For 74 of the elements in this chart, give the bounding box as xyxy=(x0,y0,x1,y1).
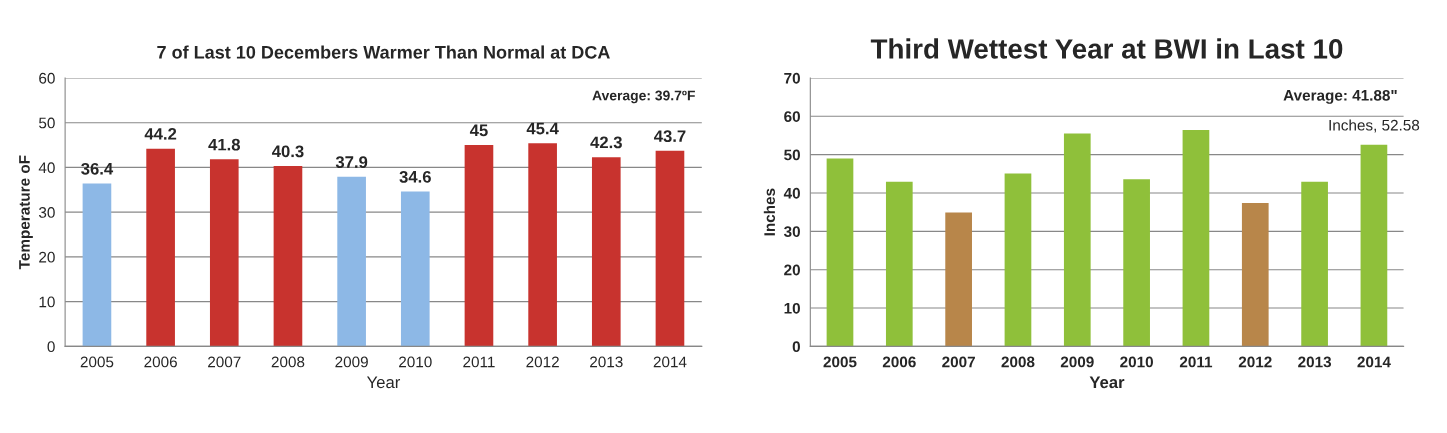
bar xyxy=(885,181,913,347)
x-tick-label: 2006 xyxy=(882,356,916,368)
x-tick-label: 2010 xyxy=(399,356,432,368)
chart-title: 7 of Last 10 Decembers Warmer Than Normal at DCA xyxy=(157,45,610,59)
data-label: Inches, 52.58 xyxy=(1329,119,1420,133)
bar xyxy=(337,176,366,347)
bar xyxy=(1063,133,1091,347)
y-tick-label: 30 xyxy=(783,226,800,238)
x-tick-label: 2012 xyxy=(1238,356,1272,368)
data-label: 34.6 xyxy=(399,170,431,183)
bar xyxy=(82,183,112,347)
y-tick-label: 50 xyxy=(39,117,55,129)
y-tick-label: 70 xyxy=(784,72,800,84)
y-tick-label: 20 xyxy=(784,264,800,276)
y-axis-title: Inches xyxy=(763,188,776,236)
x-tick-label: 2008 xyxy=(271,356,305,368)
x-tick-label: 2013 xyxy=(1298,356,1332,368)
x-tick-label: 2006 xyxy=(144,356,177,368)
y-axis-title: Temperature oF xyxy=(19,155,33,270)
x-tick-label: 2013 xyxy=(590,356,623,368)
data-label: 44.2 xyxy=(144,127,177,140)
data-label: 45 xyxy=(469,124,488,137)
data-label: 45.4 xyxy=(526,122,559,135)
bar xyxy=(1360,144,1388,347)
data-label: 36.4 xyxy=(81,162,114,175)
bar xyxy=(1123,179,1150,347)
bar xyxy=(655,150,685,347)
x-tick-label: 2007 xyxy=(942,356,975,368)
x-tick-label: 2011 xyxy=(463,356,495,368)
x-tick-label: 2008 xyxy=(1001,356,1035,368)
y-tick-label: 60 xyxy=(39,72,55,84)
bar xyxy=(945,212,972,347)
x-axis-title: Year xyxy=(366,376,401,389)
bar xyxy=(1301,181,1328,347)
x-tick-label: 2011 xyxy=(1179,356,1213,368)
y-tick-label: 0 xyxy=(47,341,55,353)
y-tick-label: 10 xyxy=(39,296,55,308)
data-label: 41.8 xyxy=(208,138,240,151)
data-label: 40.3 xyxy=(271,145,304,158)
y-tick-label: 20 xyxy=(39,251,55,263)
bar xyxy=(146,148,175,347)
y-tick-label: 50 xyxy=(784,149,800,161)
annotation: Average: 41.88" xyxy=(1283,89,1397,104)
x-axis-title: Year xyxy=(1089,376,1125,389)
bar xyxy=(1004,173,1032,347)
y-tick-label: 60 xyxy=(784,111,800,122)
y-tick-label: 40 xyxy=(783,187,800,199)
x-tick-label: 2005 xyxy=(80,356,114,368)
x-tick-label: 2005 xyxy=(823,356,857,368)
bar xyxy=(209,159,239,347)
data-label: 42.3 xyxy=(590,136,622,149)
bar xyxy=(273,166,303,347)
x-tick-label: 2007 xyxy=(208,356,241,368)
y-tick-label: 40 xyxy=(38,162,55,174)
bar xyxy=(1182,130,1210,347)
x-tick-label: 2012 xyxy=(526,356,559,368)
data-label: 43.7 xyxy=(654,130,686,143)
x-tick-label: 2014 xyxy=(653,356,687,368)
bar xyxy=(464,145,494,347)
x-tick-label: 2009 xyxy=(1060,356,1094,368)
data-label: 37.9 xyxy=(335,156,368,168)
bar xyxy=(528,143,557,347)
x-tick-label: 2014 xyxy=(1357,356,1391,368)
y-tick-label: 30 xyxy=(38,207,55,218)
bar xyxy=(400,191,430,347)
x-tick-label: 2009 xyxy=(335,356,368,368)
bar xyxy=(591,157,621,347)
y-tick-label: 0 xyxy=(792,341,800,353)
annotation: Average: 39.7ºF xyxy=(592,90,695,104)
x-tick-label: 2010 xyxy=(1120,356,1153,368)
bar xyxy=(1241,202,1269,347)
y-tick-label: 10 xyxy=(784,302,800,314)
bar xyxy=(826,158,854,347)
chart-title: Third Wettest Year at BWI in Last 10 xyxy=(870,38,1343,59)
